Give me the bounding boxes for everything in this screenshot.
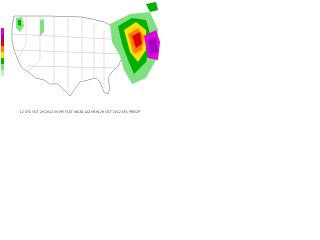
precip-area: [40, 19, 44, 36]
map-caption: 12 UTC OCT 29 2012 00 HR FCST VALID 12Z …: [20, 110, 141, 114]
scale-swatch: [1, 58, 4, 64]
scale-swatch: [1, 46, 4, 52]
precip-area: [148, 38, 158, 54]
color-scale: [1, 28, 4, 76]
precip-area: [146, 2, 158, 12]
precip-area: [18, 20, 21, 26]
scale-swatch: [1, 34, 4, 40]
precip: [16, 2, 160, 84]
precip-area: [132, 32, 142, 48]
scale-swatch: [1, 52, 4, 58]
scale-swatch: [1, 64, 4, 70]
page: {"caption": "12 UTC OCT 29 2012 00 HR FC…: [0, 0, 160, 120]
scale-swatch: [1, 70, 4, 76]
scale-swatch: [1, 28, 4, 34]
scale-swatch: [1, 40, 4, 46]
map: 12 UTC OCT 29 2012 00 HR FCST VALID 12Z …: [0, 0, 160, 120]
